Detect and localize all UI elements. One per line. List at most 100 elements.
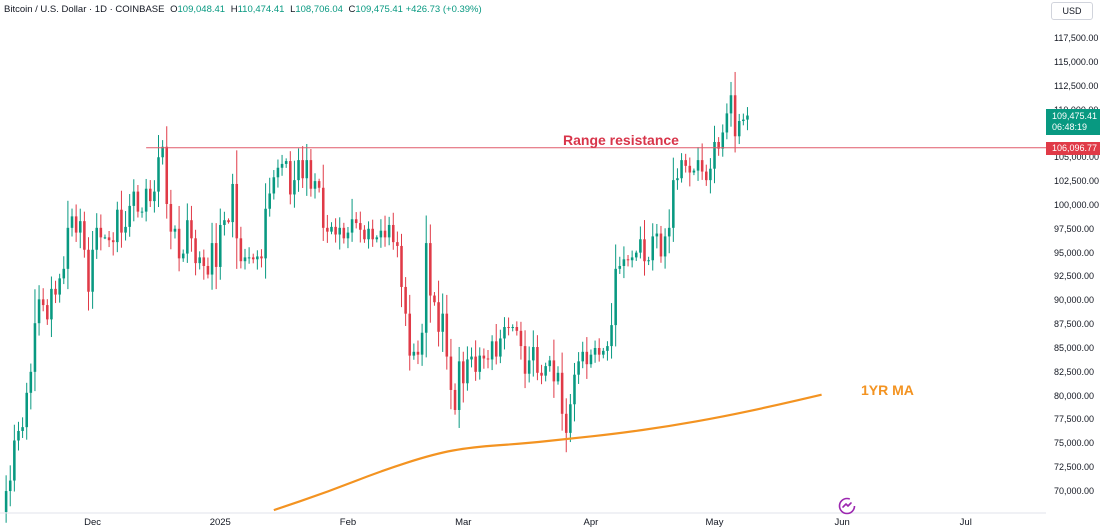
candle-body [696,160,700,171]
candle-body [309,160,313,189]
candle-body [486,358,490,360]
candle-body [8,480,12,492]
candle-body [651,236,655,261]
currency-button[interactable]: USD [1051,2,1093,20]
candle-body [474,356,477,372]
resistance-annotation: Range resistance [563,132,679,148]
candle-body [404,286,407,314]
candle-body [21,427,24,431]
candle-body [379,230,383,238]
candle-body [527,360,531,374]
candle-body [482,355,486,359]
y-tick-label: 77,500.00 [1054,414,1095,425]
x-tick-label: Mar [455,517,472,528]
candle-body [181,253,185,259]
candle-body [50,288,53,320]
candle-body [41,299,45,306]
candle-body [321,187,325,228]
candle-body [78,221,82,233]
candle-body [206,265,210,275]
close-value: 109,475.41 [355,4,403,15]
candle-body [585,351,589,365]
candle-body [688,165,692,173]
candle-body [663,236,667,257]
candle-body [589,354,593,365]
candle-body [107,237,111,241]
tradingview-logo-icon [838,497,856,515]
candle-body [70,216,74,228]
candle-body [148,188,152,202]
x-tick-label: Apr [583,517,599,528]
candle-body [284,161,288,164]
candle-body [729,95,733,114]
candle-body [58,278,61,295]
candle-body [87,249,90,292]
candle-body [647,260,650,262]
candle-body [420,332,424,355]
x-tick-label: Jul [959,517,972,528]
y-tick-label: 85,000.00 [1054,342,1095,353]
candle-body [597,347,601,355]
candle-body [256,256,259,260]
last-price-value: 109,475.41 [1052,110,1098,121]
candle-body [667,227,671,237]
candle-body [560,372,564,414]
candle-body [301,160,304,179]
candle-body [350,219,354,233]
candle-body [532,347,535,361]
candle-body [83,221,86,250]
ma-annotation: 1YR MA [861,382,914,398]
candle-body [54,288,57,295]
y-tick-label: 87,500.00 [1054,319,1095,330]
candle-body [655,233,659,237]
candle-body [13,440,16,481]
candle-body [544,366,547,376]
countdown-timer: 06:48:19 [1052,121,1088,132]
candle-body [297,160,300,181]
candle-body [317,181,321,188]
candle-body [346,232,350,239]
y-tick-label: 90,000.00 [1054,295,1095,306]
candle-body [231,183,234,223]
candle-body [219,224,222,267]
y-tick-label: 102,500.00 [1054,176,1100,187]
candle-body [746,115,749,120]
x-tick-label: Feb [339,517,357,528]
candle-body [581,351,584,362]
candle-body [424,243,428,333]
candle-body [305,160,309,179]
y-tick-label: 97,500.00 [1054,223,1095,234]
candle-body [313,181,317,189]
candle-body [289,161,292,195]
candle-body [391,224,395,243]
candle-body [457,361,461,410]
y-tick-label: 105,000.00 [1054,152,1100,163]
candle-body [223,220,226,225]
candles-layer [4,71,749,523]
candle-body [622,259,626,266]
candle-body [120,209,123,233]
candle-body [610,325,613,347]
candle-body [503,327,506,339]
candle-body [4,491,8,513]
candle-body [733,95,737,137]
candle-body [62,268,66,279]
candle-body [692,170,696,173]
candle-body [260,256,263,259]
candle-body [247,257,251,259]
candle-body [445,313,449,357]
candle-body [161,146,164,158]
candle-body [536,347,539,373]
candle-body [453,389,457,410]
candle-body [371,228,374,240]
candle-body [186,220,189,254]
candle-body [429,243,432,296]
candle-body [602,350,605,355]
candle-body [519,330,523,347]
x-tick-label: Jun [834,517,850,528]
candle-body [713,141,716,169]
candle-body [684,160,687,166]
candle-body [606,346,609,351]
candle-body [704,171,708,181]
